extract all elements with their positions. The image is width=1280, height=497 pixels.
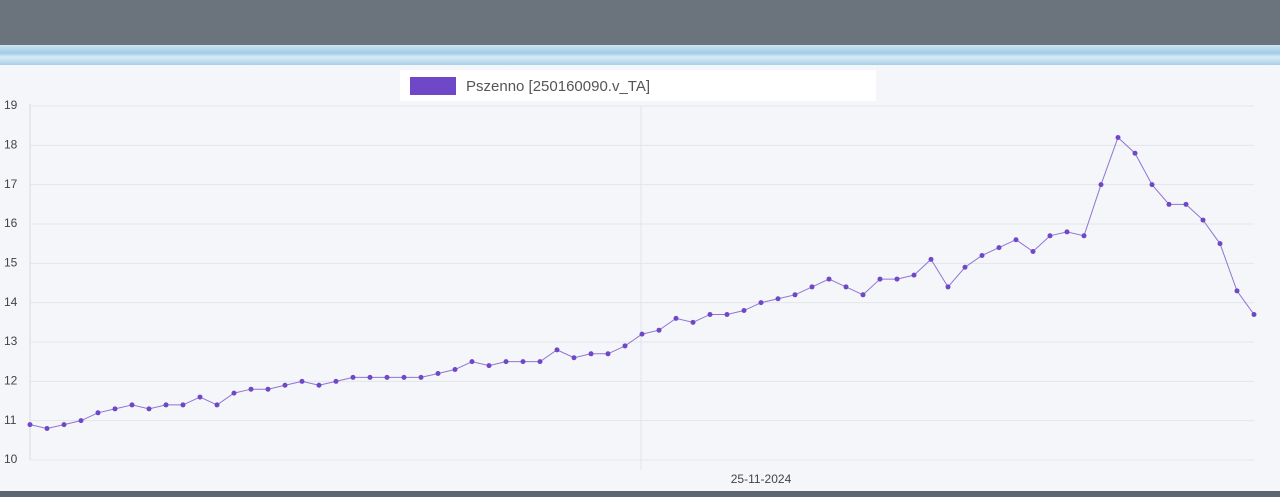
- data-point: [129, 402, 135, 408]
- data-point: [707, 311, 713, 317]
- data-point: [809, 284, 815, 290]
- data-point: [333, 378, 339, 384]
- data-point: [78, 418, 84, 424]
- data-point: [1166, 201, 1172, 207]
- y-tick-label: 11: [4, 413, 17, 427]
- data-point: [894, 276, 900, 282]
- data-point: [384, 374, 390, 380]
- data-point: [27, 422, 33, 428]
- data-point: [435, 370, 441, 376]
- data-point: [1064, 229, 1070, 235]
- data-point: [741, 308, 747, 314]
- data-point: [95, 410, 101, 416]
- data-point: [1030, 249, 1036, 255]
- data-point: [1098, 182, 1104, 188]
- data-point: [1183, 201, 1189, 207]
- y-tick-label: 15: [4, 256, 18, 270]
- legend-box: [400, 70, 876, 101]
- data-point: [962, 264, 968, 270]
- data-point: [265, 386, 271, 392]
- data-point: [588, 351, 594, 357]
- data-point: [622, 343, 628, 349]
- data-point: [146, 406, 152, 412]
- data-point: [571, 355, 577, 361]
- data-point: [401, 374, 407, 380]
- y-tick-label: 18: [4, 138, 18, 152]
- y-tick-label: 13: [4, 334, 18, 348]
- data-point: [231, 390, 237, 396]
- data-point: [979, 252, 985, 258]
- data-point: [469, 359, 475, 365]
- data-point: [1200, 217, 1206, 223]
- data-point: [299, 378, 305, 384]
- data-point: [911, 272, 917, 278]
- data-point: [197, 394, 203, 400]
- data-point: [673, 315, 679, 321]
- data-point: [248, 386, 254, 392]
- data-point: [537, 359, 543, 365]
- legend-swatch: [410, 77, 456, 95]
- data-point: [486, 363, 492, 369]
- data-point: [1217, 241, 1223, 247]
- data-point: [928, 256, 934, 262]
- data-point: [877, 276, 883, 282]
- data-point: [1149, 182, 1155, 188]
- data-point: [367, 374, 373, 380]
- top-bar: [0, 0, 1280, 45]
- data-point: [503, 359, 509, 365]
- data-point: [690, 319, 696, 325]
- data-point: [775, 296, 781, 302]
- data-point: [1013, 237, 1019, 243]
- data-point: [724, 311, 730, 317]
- data-point: [1047, 233, 1053, 239]
- y-tick-label: 16: [4, 216, 18, 230]
- y-tick-label: 19: [4, 98, 18, 112]
- data-point: [843, 284, 849, 290]
- chart: 10 11 12 13 14 15 16 17 18 19 25-11-2024 Pszenno [2…: [4, 70, 1257, 486]
- data-point: [860, 292, 866, 298]
- data-point: [792, 292, 798, 298]
- data-point: [61, 422, 67, 428]
- data-point: [452, 367, 458, 373]
- data-point: [418, 374, 424, 380]
- y-tick-label: 12: [4, 374, 18, 388]
- data-point: [605, 351, 611, 357]
- data-point: [945, 284, 951, 290]
- data-point: [554, 347, 560, 353]
- bottom-bar: [0, 491, 1280, 497]
- data-point: [1234, 288, 1240, 294]
- data-point: [1115, 134, 1121, 140]
- y-tick-label: 10: [4, 452, 18, 466]
- legend-label: Pszenno [250160090.v_TA]: [466, 78, 650, 95]
- data-line: [29, 136, 1255, 430]
- data-point: [180, 402, 186, 408]
- data-point: [44, 426, 50, 432]
- data-point: [996, 245, 1002, 251]
- data-point: [1132, 150, 1138, 156]
- data-point: [1081, 233, 1087, 239]
- data-point: [826, 276, 832, 282]
- y-tick-label: 17: [4, 177, 18, 191]
- data-point: [1251, 311, 1257, 317]
- data-point: [316, 382, 322, 388]
- data-point: [520, 359, 526, 365]
- x-tick-label: 25-11-2024: [731, 472, 792, 486]
- data-point: [112, 406, 118, 412]
- data-point: [639, 331, 645, 337]
- data-point: [350, 374, 356, 380]
- data-point: [656, 327, 662, 333]
- header-stripe: [0, 45, 1280, 65]
- data-point: [214, 402, 220, 408]
- data-point: [163, 402, 169, 408]
- data-point: [282, 382, 288, 388]
- y-tick-label: 14: [4, 295, 18, 309]
- data-point: [758, 300, 764, 306]
